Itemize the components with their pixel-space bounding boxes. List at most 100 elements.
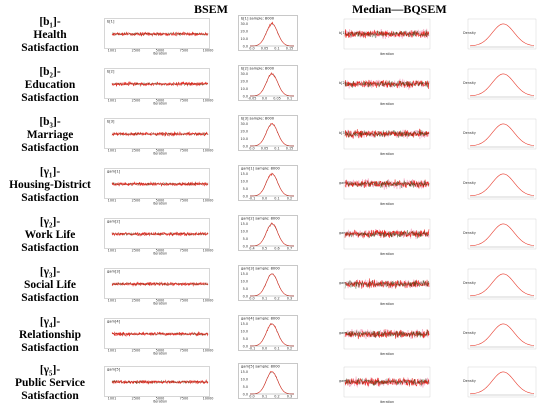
bqsem-density-plot: Density xyxy=(463,366,537,398)
density-frame xyxy=(238,315,298,351)
density-x-tick: 0.2 xyxy=(274,297,279,301)
density-x-tick: 0.1 xyxy=(262,297,267,301)
bsem-trace-plot: gam[1] 1001 2500 5000 7500 10000 iteration xyxy=(104,168,213,206)
trace-x-tick: 7500 xyxy=(180,199,189,203)
bq-trace-chain-dark xyxy=(344,129,430,138)
trace-series-chain-1b xyxy=(111,131,209,137)
row-label-line: Satisfaction xyxy=(21,142,79,154)
bq-trace-x-label: iteration xyxy=(380,252,394,256)
density-x-tick: 0.0 xyxy=(249,395,254,399)
trace-x-label: iteration xyxy=(153,252,167,256)
density-y-tick: 5.0 xyxy=(243,337,248,341)
bq-density-y-label: Density xyxy=(463,281,476,285)
density-x-tick: 0.0 xyxy=(262,97,267,101)
trace-title: gam[5] xyxy=(107,368,121,372)
density-y-tick: 15.0 xyxy=(240,370,248,374)
density-x-tick: 0.5 xyxy=(262,247,267,251)
bqsem-trace-plot: gam[1]iteration xyxy=(339,168,431,206)
row-label: [γ₂]- Work Life Satisfaction xyxy=(0,216,100,255)
density-y-tick: 5.0 xyxy=(243,287,248,291)
trace-x-tick: 7500 xyxy=(180,397,189,401)
row-label-line: Marriage xyxy=(26,129,74,141)
density-curve-red xyxy=(249,371,295,395)
row-label-line: Satisfaction xyxy=(21,342,79,354)
bqsem-density-plot: Density xyxy=(463,68,537,100)
trace-x-tick: 2500 xyxy=(132,199,141,203)
density-frame xyxy=(238,115,298,151)
bq-density-curve-group xyxy=(469,223,535,247)
trace-x-tick: 10000 xyxy=(203,49,214,53)
bq-trace-lines xyxy=(344,28,430,39)
density-y-tick: 15.0 xyxy=(240,222,248,226)
trace-lines xyxy=(111,31,209,37)
trace-title: gam[3] xyxy=(107,270,121,274)
density-x-tick: 0.1 xyxy=(274,47,279,51)
density-x-tick: 0.6 xyxy=(274,247,279,251)
bqsem-density-plot: Density xyxy=(463,268,537,300)
trace-x-tick: 7500 xyxy=(180,99,189,103)
density-curves xyxy=(249,172,295,197)
density-y-tick: 10.0 xyxy=(240,378,248,382)
bq-trace-x-label: iteration xyxy=(380,400,394,404)
bqsem-density-plot: Density xyxy=(463,18,537,50)
bq-density-curve-group xyxy=(469,173,535,197)
bq-trace-chain-dark xyxy=(344,279,430,289)
density-x-tick: 0.15 xyxy=(286,47,294,51)
row-label-line: Satisfaction xyxy=(21,42,79,54)
density-y-tick: 0.0 xyxy=(243,393,248,397)
density-y-tick: 20.0 xyxy=(240,130,248,134)
trace-x-tick: 2500 xyxy=(132,49,141,53)
density-x-tick: 0.1 xyxy=(287,97,292,101)
trace-series-chain-1b xyxy=(111,181,209,187)
bq-trace-chain-dark xyxy=(344,378,430,386)
trace-lines xyxy=(111,181,209,187)
row-label-line: Satisfaction xyxy=(21,242,79,254)
density-title: gam[1] sample: 8000 xyxy=(241,167,280,171)
density-x-tick: 0.05 xyxy=(261,147,269,151)
trace-x-tick: 5000 xyxy=(156,299,165,303)
bq-trace-lines xyxy=(344,278,430,289)
bq-density-curve xyxy=(469,371,535,395)
density-y-tick: 0.0 xyxy=(243,245,248,249)
bq-density-y-label: Density xyxy=(463,231,476,235)
bq-density-curve xyxy=(469,173,535,197)
bqsem-density-plot: Density xyxy=(463,168,537,200)
trace-x-tick: 7500 xyxy=(180,349,189,353)
bq-trace-chain-red xyxy=(344,79,430,89)
bq-trace-x-label: iteration xyxy=(380,102,394,106)
trace-lines xyxy=(111,330,209,338)
trace-x-tick: 10000 xyxy=(203,249,214,253)
bq-trace-lines xyxy=(344,228,430,240)
density-y-tick: 10.0 xyxy=(240,280,248,284)
density-y-tick: 0.0 xyxy=(243,45,248,49)
density-y-tick: 30.0 xyxy=(240,122,248,126)
density-x-tick: 0.7 xyxy=(287,247,292,251)
row-label-line: Satisfaction xyxy=(21,192,79,204)
density-title: gam[2] sample: 8000 xyxy=(241,217,280,221)
trace-x-tick: 5000 xyxy=(156,49,165,53)
trace-x-tick: 2500 xyxy=(132,249,141,253)
bq-trace-lines xyxy=(344,78,430,90)
row-label: [γ₁]- Housing-District Satisfaction xyxy=(0,166,100,205)
density-frame xyxy=(238,165,298,201)
trace-lines xyxy=(111,281,209,287)
trace-x-label: iteration xyxy=(153,102,167,106)
bq-density-curve xyxy=(469,223,535,247)
trace-title: gam[1] xyxy=(107,170,121,174)
density-y-tick: 10.0 xyxy=(240,230,248,234)
trace-x-label: iteration xyxy=(153,352,167,356)
trace-x-label: iteration xyxy=(153,400,167,404)
bq-trace-y-label: b[2] xyxy=(339,81,347,85)
bqsem-trace-plot: gam[2]iteration xyxy=(339,218,431,256)
density-curve-red xyxy=(249,122,295,147)
trace-x-tick: 5000 xyxy=(156,99,165,103)
density-x-tick: 0.3 xyxy=(287,395,292,399)
density-x-tick: 0.1 xyxy=(274,197,279,201)
bq-density-y-label: Density xyxy=(463,379,476,383)
row-label-line: [γ₃]- xyxy=(39,266,61,278)
